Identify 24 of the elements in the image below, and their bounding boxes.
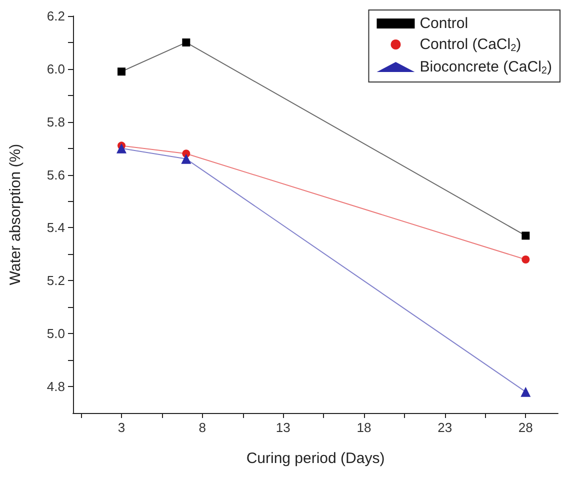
point <box>522 232 530 240</box>
y-axis-title: Water absorption (%) <box>7 144 24 286</box>
y-tick-label: 6.2 <box>46 8 65 24</box>
x-tick-label: 3 <box>118 420 126 435</box>
y-tick-label: 6.0 <box>46 61 65 76</box>
x-tick-label: 23 <box>438 420 452 435</box>
y-tick-label: 5.0 <box>46 326 65 342</box>
point <box>181 154 192 164</box>
x-tick-label: 8 <box>198 420 206 435</box>
y-tick-label: 4.8 <box>46 379 65 394</box>
point <box>182 38 190 46</box>
y-tick-label: 5.4 <box>46 220 65 236</box>
legend-label: Control <box>420 15 468 32</box>
y-tick-label: 5.2 <box>46 273 65 288</box>
point <box>522 255 530 264</box>
x-tick-label: 28 <box>518 420 533 435</box>
x-tick-label: 13 <box>276 420 290 435</box>
x-tick-label: 18 <box>356 420 372 435</box>
x-axis-title: Curing period (Days) <box>246 450 385 467</box>
y-tick-label: 5.8 <box>46 114 65 130</box>
point <box>116 143 126 154</box>
point <box>118 68 126 76</box>
y-tick-label: 5.6 <box>46 167 65 182</box>
point <box>520 386 531 397</box>
